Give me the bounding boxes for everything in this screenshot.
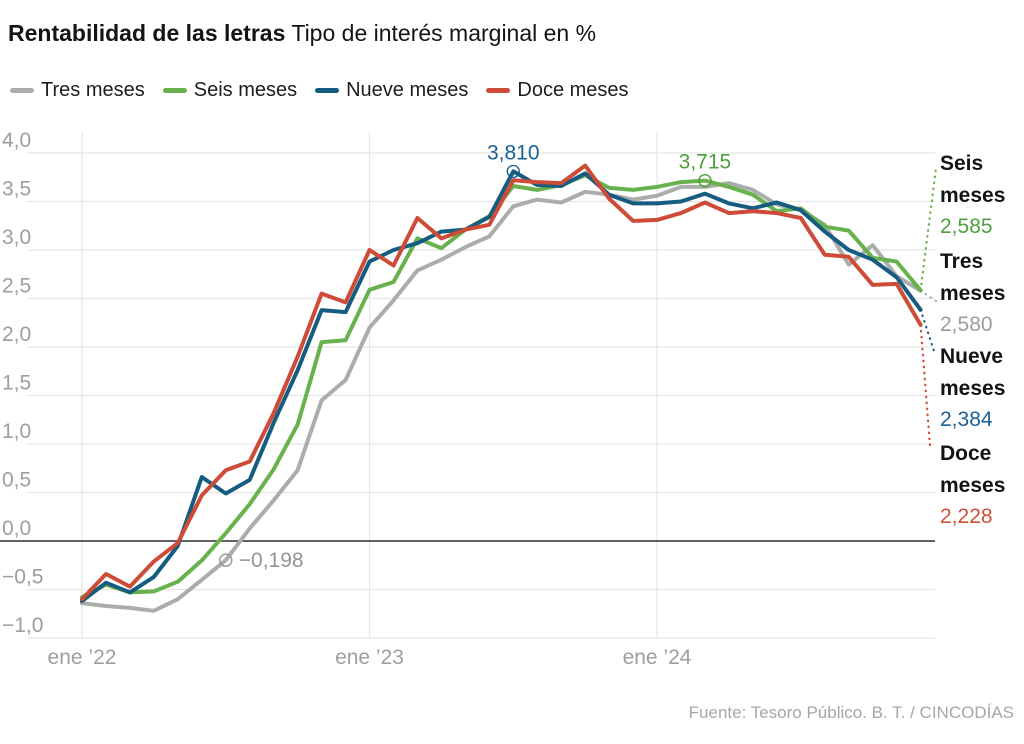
annotation-label: −0,198 — [239, 549, 304, 572]
legend-item-tres-meses: Tres meses — [10, 79, 145, 102]
annotation-marker-icon — [506, 164, 520, 179]
leader-lines — [919, 166, 938, 448]
end-label-name: Doce meses — [940, 442, 1006, 497]
y-tick-label: 2,5 — [2, 275, 31, 298]
x-tick-label: ene ’22 — [48, 646, 117, 669]
legend-label: Seis meses — [193, 79, 298, 101]
y-tick-label: 1,0 — [2, 420, 31, 443]
legend-label: Tres meses — [41, 79, 145, 101]
y-tick-label: 3,0 — [2, 226, 31, 249]
end-label-value: 2,580 — [940, 313, 993, 336]
end-label-doce-meses: Doce meses 2,228 — [940, 438, 1022, 529]
legend-label: Doce meses — [517, 79, 629, 101]
y-tick-label: 4,0 — [2, 129, 31, 152]
series-line-doce-meses — [80, 163, 923, 602]
legend: Tres meses Seis meses Nueve meses Doce mese… — [10, 79, 629, 102]
legend-swatch-icon — [10, 88, 34, 93]
y-tick-label: 0,5 — [2, 469, 31, 492]
y-gridlines: 4,0 3,5 3,0 2,5 2,0 1,5 1,0 0,5 0,0 −0,5 −1,0 — [2, 129, 935, 639]
x-tick-label: ene ’23 — [335, 646, 404, 669]
y-tick-label: 3,5 — [2, 178, 31, 201]
x-gridlines: ene ’22 ene ’23 ene ’24 — [48, 132, 692, 669]
legend-swatch-icon — [486, 88, 511, 93]
legend-swatch-icon — [162, 88, 187, 93]
end-label-name: Nueve meses — [940, 345, 1006, 400]
end-label-value: 2,228 — [940, 505, 993, 528]
title-main: Rentabilidad de las letras — [8, 20, 286, 46]
end-label-tres-meses: Tres meses 2,580 — [940, 246, 1022, 337]
title-subtitle: Tipo de interés marginal en % — [291, 20, 597, 46]
end-label-value: 2,384 — [940, 408, 993, 431]
annotation-label: 3,715 — [679, 151, 732, 174]
end-label-seis-meses: Seis meses 2,585 — [940, 148, 1022, 239]
end-label-name: Tres meses — [940, 250, 1006, 305]
end-label-name: Seis meses — [940, 152, 1006, 207]
y-tick-label: 1,5 — [2, 372, 31, 395]
source-note: Fuente: Tesoro Público. B. T. / CINCODÍA… — [688, 703, 1014, 722]
annotation-label: 3,810 — [487, 141, 540, 164]
end-label-nueve-meses: Nueve meses 2,384 — [940, 341, 1022, 432]
annotations: 3,810 3,715 −0,198 — [219, 141, 732, 572]
series-line-seis-meses — [80, 173, 923, 600]
page-title: Rentabilidad de las letras Tipo de interé… — [8, 20, 596, 47]
legend-item-nueve-meses: Nueve meses — [315, 79, 468, 102]
end-label-value: 2,585 — [940, 215, 993, 238]
y-tick-label: 0,0 — [2, 517, 31, 540]
annotation-marker-icon — [698, 173, 712, 188]
annotation-marker-icon — [219, 553, 233, 567]
legend-item-seis-meses: Seis meses — [162, 79, 298, 102]
legend-label: Nueve meses — [346, 79, 469, 101]
x-tick-label: ene ’24 — [623, 646, 692, 669]
y-tick-label: −1,0 — [2, 614, 43, 637]
y-tick-label: 2,0 — [2, 323, 31, 346]
legend-item-doce-meses: Doce meses — [486, 79, 629, 102]
legend-swatch-icon — [315, 88, 340, 93]
series-line-nueve-meses — [80, 169, 923, 604]
y-tick-label: −0,5 — [2, 566, 43, 589]
series-line-tres-meses — [80, 181, 923, 613]
